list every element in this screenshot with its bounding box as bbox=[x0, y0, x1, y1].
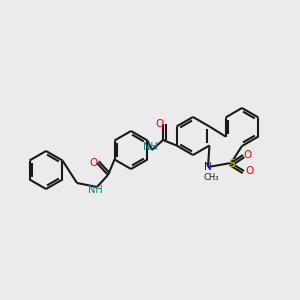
Text: O: O bbox=[155, 119, 163, 129]
Text: O: O bbox=[244, 150, 252, 160]
Text: CH₃: CH₃ bbox=[203, 173, 219, 182]
Text: S: S bbox=[229, 159, 235, 169]
Text: NH: NH bbox=[88, 185, 102, 195]
Text: O: O bbox=[245, 166, 253, 176]
Text: O: O bbox=[89, 158, 97, 168]
Text: NH: NH bbox=[142, 142, 158, 152]
Text: N: N bbox=[204, 162, 212, 172]
